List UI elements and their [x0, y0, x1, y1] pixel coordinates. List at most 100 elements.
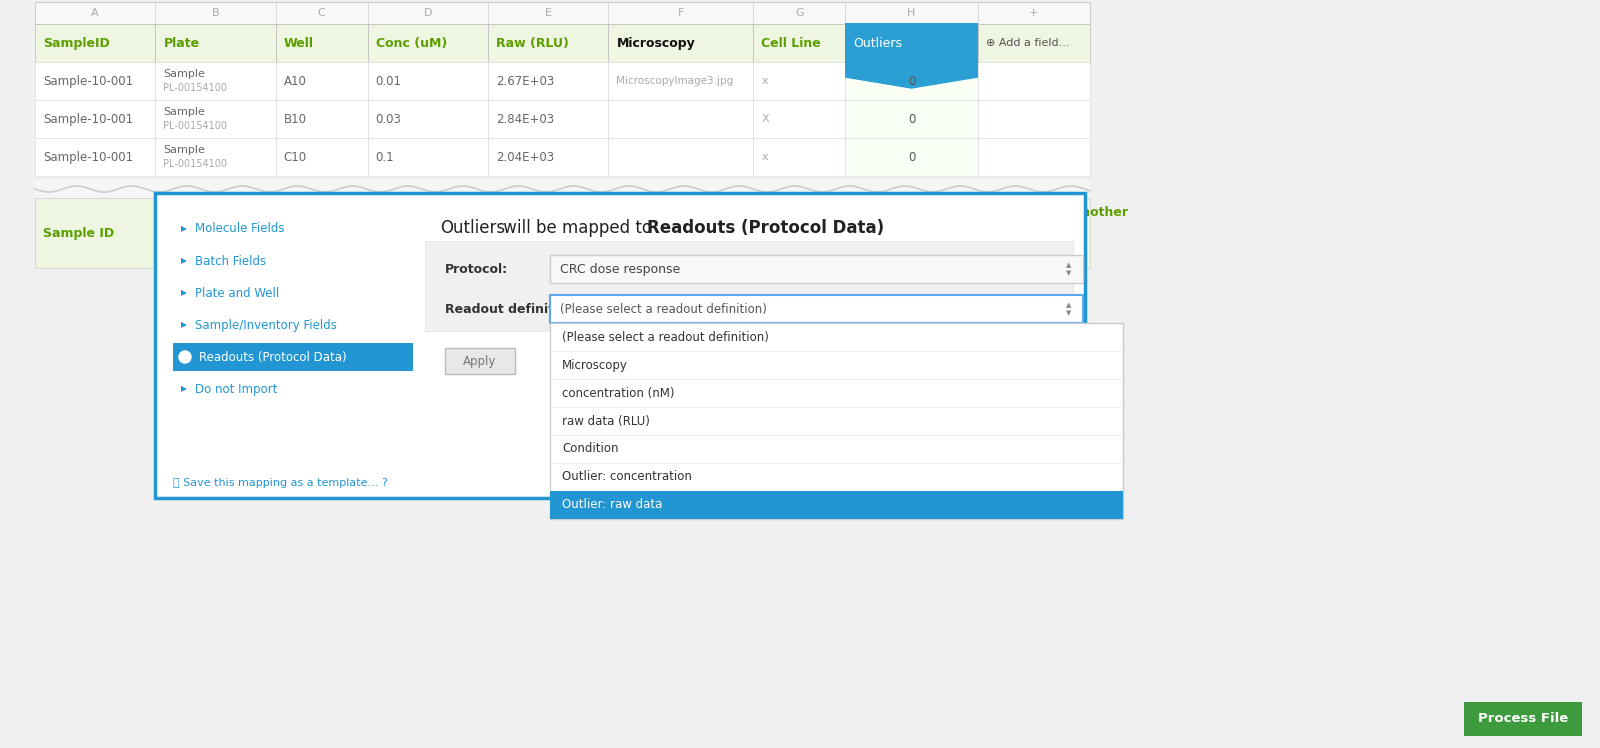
- Bar: [754, 100, 845, 138]
- Text: 0.01: 0.01: [376, 75, 402, 88]
- Bar: [488, 138, 608, 176]
- Text: Sample: Sample: [163, 145, 205, 155]
- Text: Outlier: raw data: Outlier: raw data: [562, 498, 662, 512]
- Text: Raw (RLU): Raw (RLU): [496, 37, 570, 49]
- Text: Sample-10-001: Sample-10-001: [43, 150, 133, 164]
- Text: → 2024-06-05 (Kelly...: → 2024-06-05 (Kelly...: [762, 240, 874, 250]
- Bar: [550, 255, 1083, 283]
- Bar: [35, 100, 155, 138]
- Text: CRC dose response: CRC dose response: [560, 263, 680, 275]
- Text: B: B: [211, 8, 219, 18]
- Text: PL-00154100: PL-00154100: [163, 83, 227, 93]
- Text: raw data (RLU): raw data (RLU): [496, 206, 602, 218]
- Bar: [608, 198, 754, 268]
- Bar: [845, 138, 978, 176]
- Bar: [35, 198, 155, 268]
- Bar: [368, 198, 488, 268]
- Text: A: A: [91, 8, 99, 18]
- Bar: [155, 138, 275, 176]
- Text: x: x: [762, 76, 768, 86]
- Bar: [275, 198, 368, 268]
- Text: B10: B10: [283, 112, 307, 126]
- Text: ▲: ▲: [1066, 302, 1072, 308]
- Text: G: G: [795, 8, 803, 18]
- Bar: [978, 198, 1090, 268]
- Text: H: H: [907, 8, 915, 18]
- Bar: [35, 24, 155, 62]
- Text: Microscopy: Microscopy: [562, 358, 627, 372]
- Bar: [978, 138, 1090, 176]
- Text: Sample-10-001: Sample-10-001: [43, 75, 133, 88]
- Bar: [978, 24, 1090, 62]
- Text: 0: 0: [907, 150, 915, 164]
- Bar: [368, 100, 488, 138]
- Bar: [275, 138, 368, 176]
- Text: → CRC dose respons: → CRC dose respons: [376, 223, 482, 233]
- Bar: [978, 62, 1090, 100]
- Text: x: x: [762, 152, 768, 162]
- Bar: [155, 193, 1085, 498]
- Bar: [488, 24, 608, 62]
- Text: MicroscopyImage3.jpg: MicroscopyImage3.jpg: [616, 76, 734, 86]
- Text: Conc (uM): Conc (uM): [376, 37, 446, 49]
- Text: ▼: ▼: [1066, 310, 1072, 316]
- Text: F: F: [678, 8, 685, 18]
- Bar: [35, 2, 1090, 24]
- Bar: [754, 198, 845, 268]
- Bar: [488, 100, 608, 138]
- Text: Condition: Condition: [762, 206, 829, 218]
- Bar: [488, 62, 608, 100]
- Text: Plate and Well: Plate and Well: [195, 286, 280, 299]
- Text: field to your file: field to your file: [986, 223, 1069, 233]
- Text: ▶: ▶: [181, 289, 187, 298]
- Text: X: X: [762, 114, 770, 124]
- Text: → 2024-06-05 (Kelly...: → 2024-06-05 (Kelly...: [496, 240, 608, 250]
- Bar: [550, 295, 1083, 323]
- Text: (Please select a readout definition): (Please select a readout definition): [562, 331, 770, 343]
- Bar: [845, 62, 978, 100]
- Bar: [155, 100, 275, 138]
- Text: +: +: [1029, 8, 1038, 18]
- Bar: [275, 100, 368, 138]
- Text: → CRC dose respons: → CRC dose respons: [496, 223, 602, 233]
- Bar: [550, 491, 1123, 519]
- Polygon shape: [845, 77, 978, 88]
- Text: Well: Well: [283, 37, 314, 49]
- Text: Click to add another: Click to add another: [986, 206, 1128, 218]
- Text: PL-00154100: PL-00154100: [163, 159, 227, 169]
- Bar: [275, 24, 368, 62]
- Bar: [608, 24, 754, 62]
- Bar: [1464, 702, 1582, 736]
- Bar: [426, 241, 1074, 331]
- Text: 2.04E+03: 2.04E+03: [496, 150, 554, 164]
- Text: Cell Line: Cell Line: [762, 37, 821, 49]
- Text: 0.1: 0.1: [376, 150, 394, 164]
- Bar: [0, 268, 1600, 748]
- Text: 2.67E+03: 2.67E+03: [496, 75, 554, 88]
- Text: Sample-10-001: Sample-10-001: [43, 112, 133, 126]
- Bar: [978, 100, 1090, 138]
- Bar: [845, 23, 978, 77]
- Text: Sample: Sample: [163, 107, 205, 117]
- Bar: [845, 24, 978, 62]
- Text: ▶: ▶: [181, 257, 187, 266]
- Text: Readouts (Protocol Data): Readouts (Protocol Data): [198, 351, 347, 364]
- Text: ▼: ▼: [1066, 270, 1072, 276]
- Text: Sample/Inventory Fields: Sample/Inventory Fields: [195, 319, 338, 331]
- Text: concentration (nM): concentration (nM): [376, 206, 510, 218]
- Text: Molecule Fields: Molecule Fields: [195, 222, 285, 236]
- Bar: [275, 62, 368, 100]
- Text: ▶: ▶: [181, 384, 187, 393]
- Bar: [35, 180, 1090, 198]
- Text: 📋 Save this mapping as a template... ?: 📋 Save this mapping as a template... ?: [173, 478, 387, 488]
- Bar: [754, 138, 845, 176]
- Text: Protocol:: Protocol:: [445, 263, 509, 275]
- Bar: [845, 198, 978, 268]
- Text: Readouts (Protocol Data): Readouts (Protocol Data): [646, 219, 885, 237]
- Text: Condition: Condition: [562, 443, 619, 456]
- Text: ▶: ▶: [181, 224, 187, 233]
- Bar: [368, 24, 488, 62]
- Text: Do not Import: Do not Import: [195, 382, 277, 396]
- Text: 0: 0: [907, 75, 915, 88]
- Text: PL-00154100: PL-00154100: [163, 121, 227, 131]
